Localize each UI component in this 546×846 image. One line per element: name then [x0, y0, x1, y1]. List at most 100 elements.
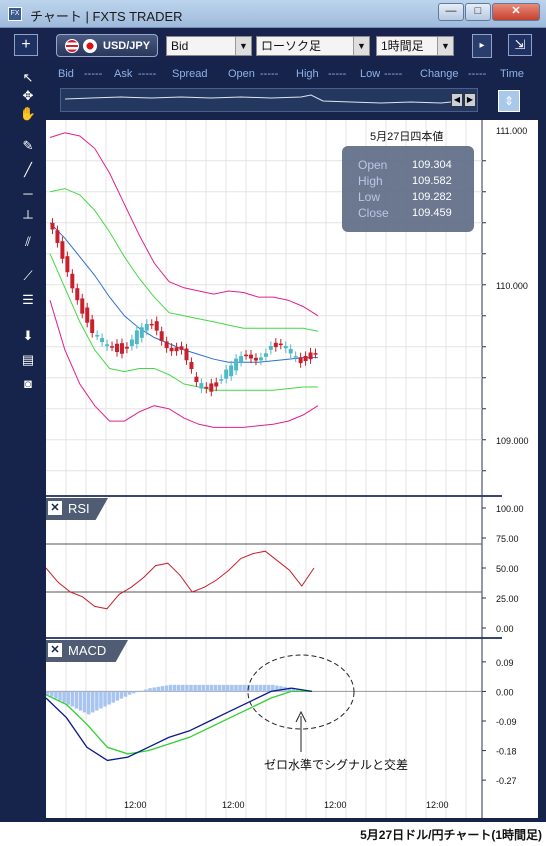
- macd-tick-label: -0.27: [496, 776, 517, 786]
- horizontal-line-icon[interactable]: ─: [23, 186, 33, 201]
- hand-icon[interactable]: ✋: [19, 106, 37, 121]
- currency-pair-label: USD/JPY: [103, 40, 151, 52]
- quote-bar: Bid ----- Ask ----- Spread Open ----- Hi…: [46, 62, 546, 120]
- bollinger-inner_upper-line: [49, 188, 319, 332]
- annotation-text: ゼロ水準でシグナルと交差: [264, 758, 409, 772]
- ohlc-label: Close: [358, 206, 389, 220]
- quote-label: Change: [420, 68, 459, 80]
- figure-caption: 5月27日ドル/円チャート(1時間足): [360, 828, 542, 842]
- macd-histogram-bar: [86, 691, 91, 715]
- macd-histogram-bar: [82, 691, 87, 713]
- macd-panel-tab: ✕ MACD: [46, 640, 128, 662]
- title-bar: FX チャート | FXTS TRADER — □ ✕: [0, 0, 546, 28]
- expand-chart-button[interactable]: ⇲: [508, 34, 532, 56]
- macd-histogram-bar: [295, 688, 300, 692]
- overview-navigator[interactable]: ◀ ▶: [60, 88, 478, 112]
- candle-body: [249, 354, 253, 359]
- ohlc-label: Low: [358, 190, 381, 204]
- candle-body: [164, 341, 169, 349]
- price-type-value: Bid: [171, 39, 189, 53]
- quote-value: -----: [384, 68, 403, 80]
- rsi-tick-label: 50.00: [496, 564, 519, 574]
- download-icon[interactable]: ⬇: [22, 328, 34, 343]
- add-chart-button[interactable]: +: [14, 34, 38, 56]
- candle-body: [105, 344, 110, 347]
- macd-line: [45, 687, 313, 762]
- macd-histogram-bar: [201, 684, 206, 692]
- fibonacci-icon[interactable]: ☰: [22, 292, 34, 307]
- macd-histogram-bar: [230, 684, 234, 692]
- macd-histogram-bar: [160, 686, 165, 692]
- chart-toolbar: + USD/JPY Bid ▼ ローソク足 ▼ 1時間足 ▼ ▸ ⇲: [0, 28, 546, 62]
- candle-body: [214, 382, 219, 387]
- panel-menu-icon[interactable]: ▸: [472, 34, 492, 58]
- time-tick-label: 12:00: [426, 800, 449, 810]
- annotation-ellipse: [247, 654, 355, 730]
- chart-canvas: 111.000 110.000 109.000 100.00 75.00 50.00 25.…: [45, 120, 529, 818]
- chart-window: FX チャート | FXTS TRADER — □ ✕ + USD/JPY Bi…: [0, 0, 546, 822]
- candle-body: [234, 358, 239, 371]
- window-title: チャート | FXTS TRADER: [30, 9, 183, 24]
- currency-pair-button[interactable]: USD/JPY: [56, 34, 158, 57]
- macd-histogram-bar: [221, 684, 226, 692]
- ohlc-label: Open: [358, 158, 388, 172]
- macd-histogram-bar: [58, 691, 62, 701]
- macd-label: MACD: [68, 643, 107, 658]
- pencil-icon[interactable]: ✎: [22, 138, 34, 153]
- macd-histogram-bar: [299, 689, 304, 692]
- macd-histogram-bar: [185, 684, 189, 692]
- bollinger-upper-line: [49, 132, 319, 317]
- ohlc-value: 109.304: [412, 159, 452, 171]
- candle-body: [253, 357, 258, 361]
- macd-histogram-bar: [172, 684, 177, 692]
- macd-histogram-bar: [111, 691, 115, 703]
- vertical-line-icon[interactable]: ┴: [23, 210, 33, 225]
- cursor-icon[interactable]: ↖: [22, 70, 34, 85]
- close-icon[interactable]: ✕: [48, 501, 62, 515]
- candle-body: [179, 346, 184, 350]
- macd-histogram-bar: [238, 684, 242, 692]
- rsi-tick-label: 75.00: [496, 534, 519, 544]
- candle-body: [70, 273, 75, 289]
- list-icon[interactable]: ▤: [21, 352, 35, 367]
- macd-histogram-bar: [127, 691, 132, 695]
- candle-body: [303, 356, 308, 362]
- fan-icon[interactable]: ⟋: [23, 268, 33, 283]
- macd-histogram-bar: [209, 684, 214, 692]
- timeframe-value: 1時間足: [381, 39, 424, 53]
- candle-body: [85, 307, 90, 323]
- trend-line-icon[interactable]: ╱: [24, 162, 32, 177]
- scroll-right-icon[interactable]: ▶: [464, 93, 476, 107]
- rsi-label: RSI: [68, 501, 90, 516]
- macd-histogram-bar: [266, 684, 271, 692]
- fit-range-icon[interactable]: ⇕: [498, 90, 520, 112]
- candle-body: [60, 241, 65, 259]
- chart-type-select[interactable]: ローソク足 ▼: [256, 36, 370, 56]
- price-type-select[interactable]: Bid ▼: [166, 36, 252, 56]
- timeframe-select[interactable]: 1時間足 ▼: [376, 36, 454, 56]
- channel-icon[interactable]: ⫽: [25, 234, 31, 249]
- minimize-button[interactable]: —: [438, 3, 464, 21]
- macd-histogram-bar: [181, 684, 185, 692]
- price-axis: [482, 120, 538, 818]
- candle-body: [115, 343, 119, 353]
- maximize-button[interactable]: □: [465, 3, 491, 21]
- rsi-tick-label: 25.00: [496, 594, 519, 604]
- signal-line: [45, 690, 312, 755]
- scroll-left-icon[interactable]: ◀: [451, 93, 463, 107]
- annotation-arrow-head: [295, 710, 307, 723]
- macd-histogram-bar: [50, 691, 54, 697]
- close-icon[interactable]: ✕: [48, 643, 62, 657]
- crosshair-icon[interactable]: ✥: [22, 88, 34, 103]
- candle-body: [219, 379, 224, 381]
- macd-histogram-bar: [193, 684, 197, 692]
- camera-icon[interactable]: ◙: [24, 376, 32, 391]
- candle-body: [169, 347, 174, 352]
- quote-label: Low: [360, 68, 381, 80]
- close-button[interactable]: ✕: [492, 3, 540, 21]
- candle-body: [144, 323, 149, 331]
- candle-body: [244, 354, 249, 357]
- macd-histogram-bar: [271, 684, 275, 692]
- bollinger-lower-line: [49, 300, 319, 428]
- candle-body: [149, 323, 154, 326]
